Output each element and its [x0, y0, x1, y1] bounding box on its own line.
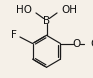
Text: OH: OH	[61, 5, 77, 15]
Text: OCH₃: OCH₃	[90, 39, 93, 49]
Text: HO: HO	[16, 5, 32, 15]
Text: O: O	[72, 39, 80, 49]
Text: B: B	[43, 16, 50, 26]
Text: F: F	[11, 30, 17, 40]
